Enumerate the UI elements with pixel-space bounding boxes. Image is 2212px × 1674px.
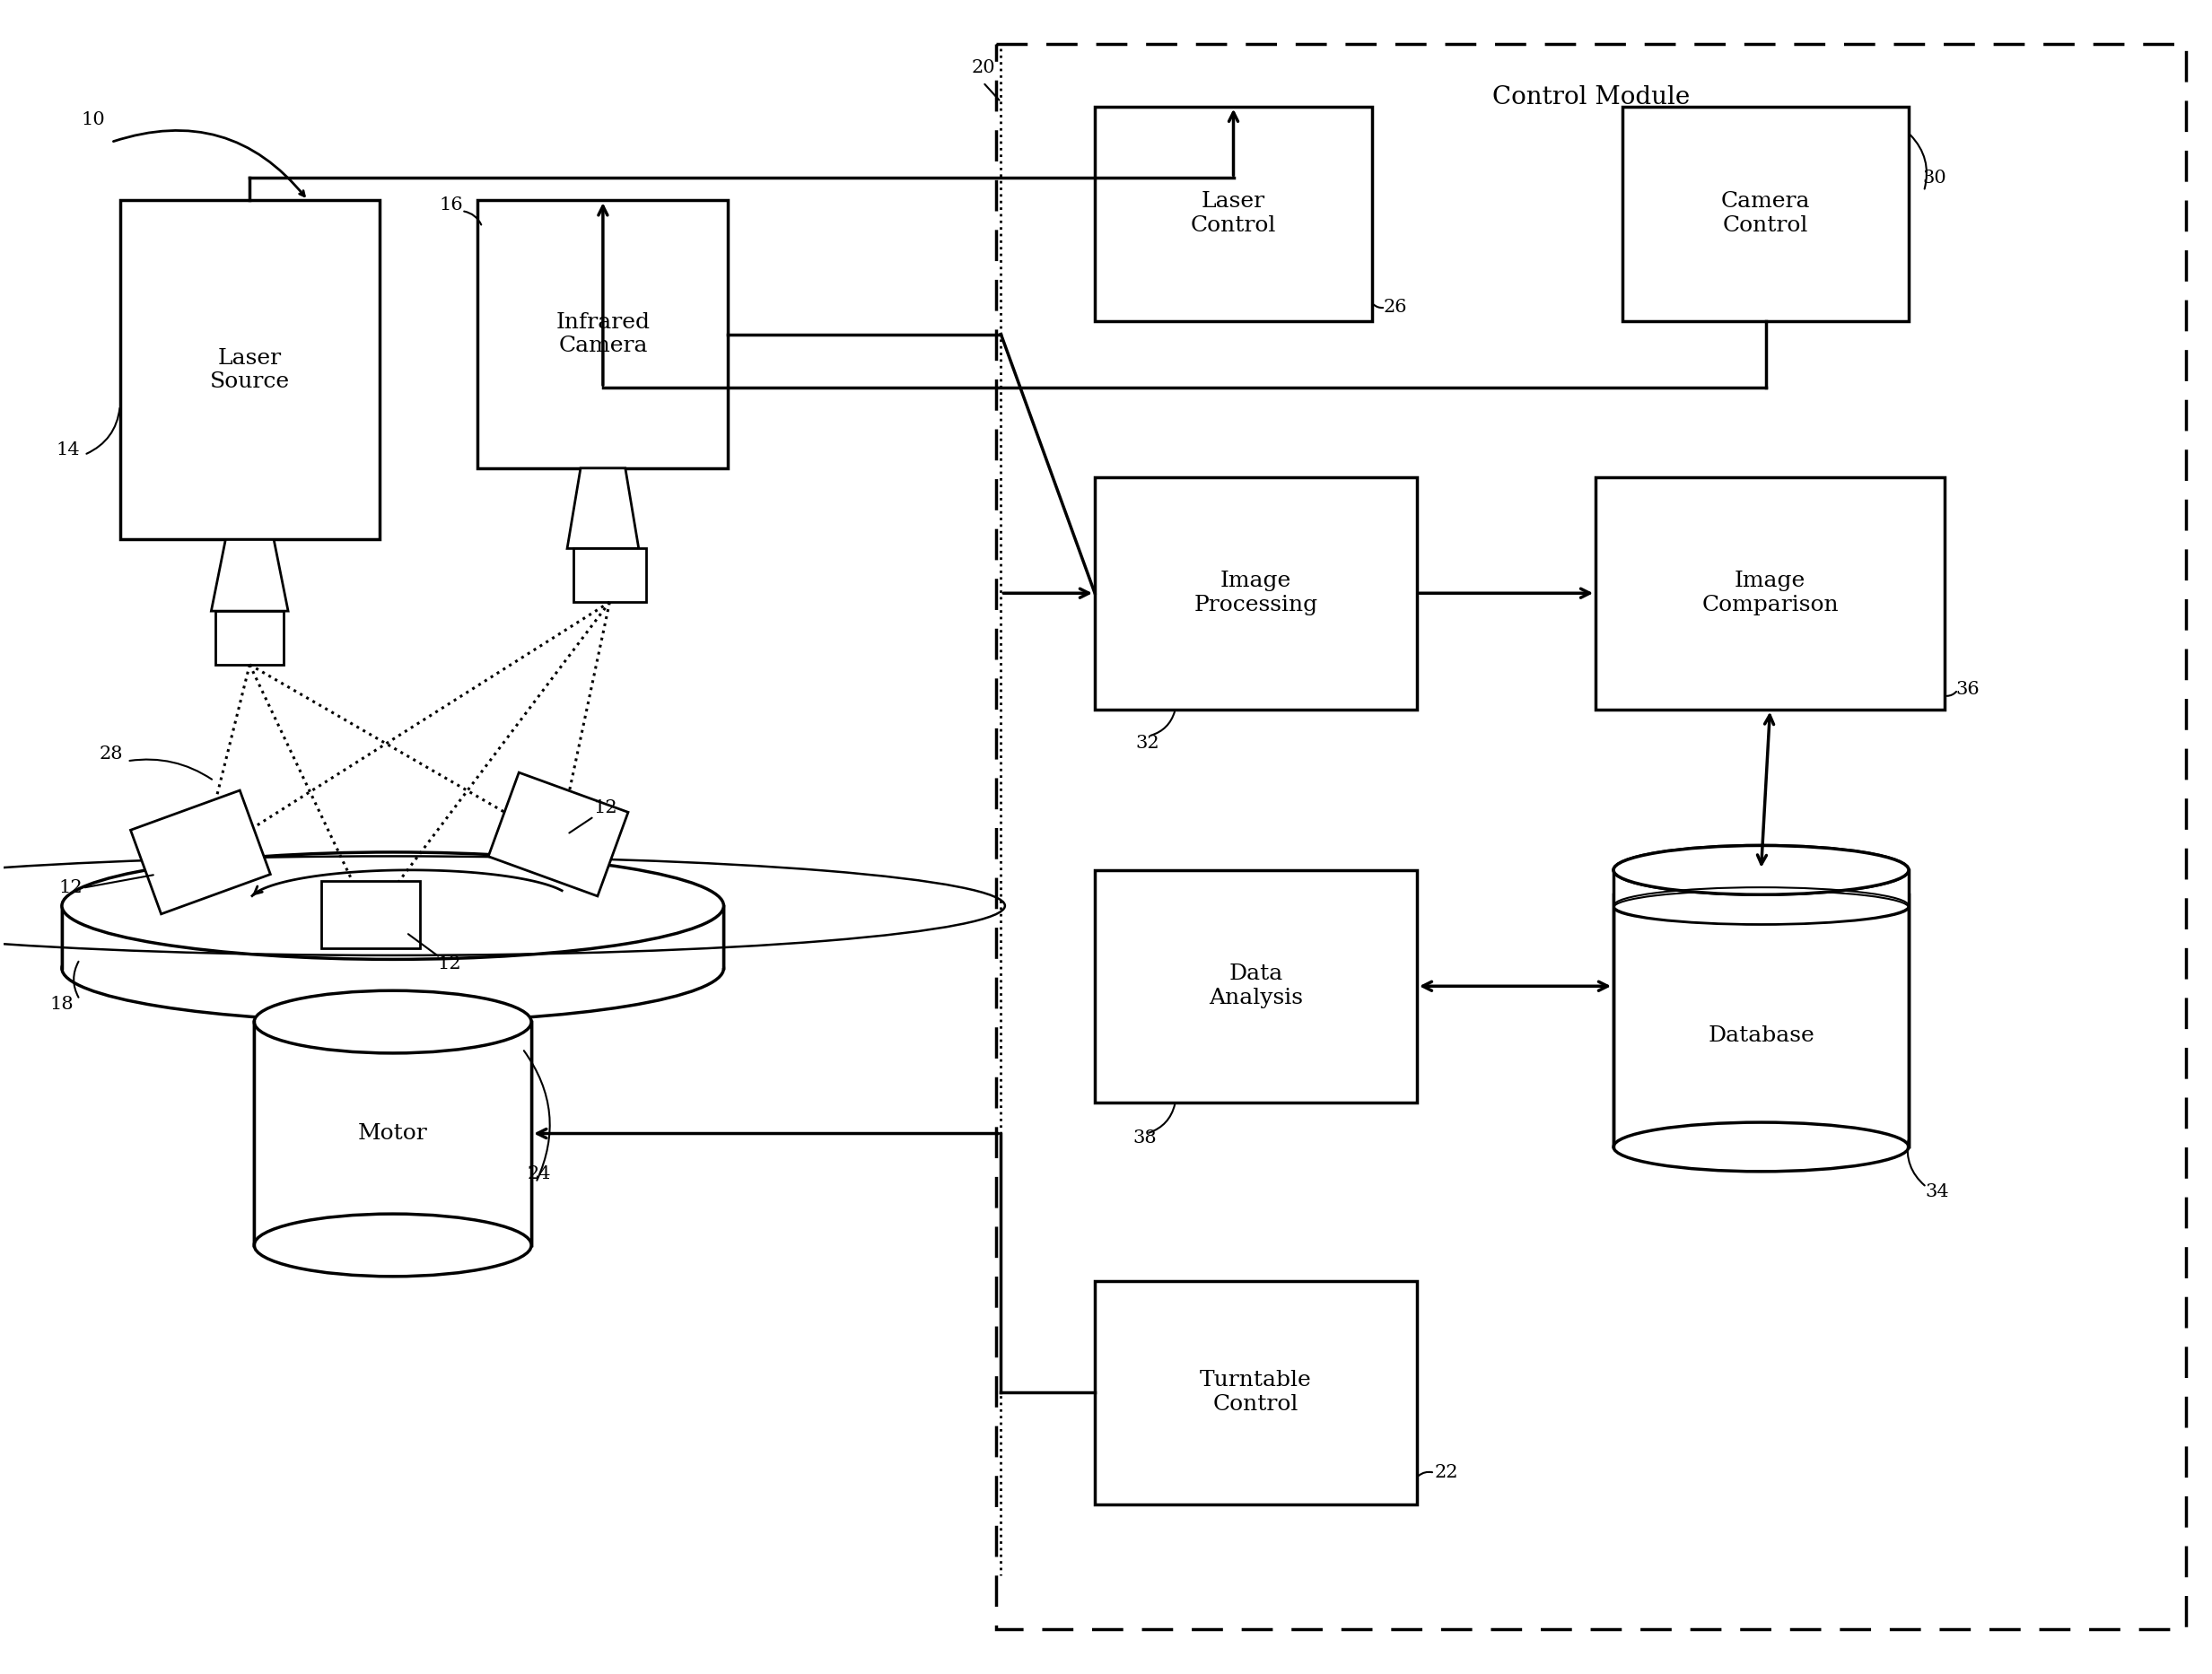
Polygon shape: [217, 611, 283, 665]
Ellipse shape: [1613, 845, 1909, 894]
Bar: [995, 44, 2185, 1629]
Text: 24: 24: [526, 1165, 551, 1182]
Text: Turntable
Control: Turntable Control: [1199, 1371, 1312, 1415]
Text: 32: 32: [1135, 735, 1159, 752]
Text: Image
Comparison: Image Comparison: [1701, 571, 1838, 616]
Ellipse shape: [1613, 845, 1909, 894]
Bar: [1595, 477, 1944, 710]
Text: 34: 34: [1924, 1184, 1949, 1200]
Text: 18: 18: [51, 996, 73, 1013]
Polygon shape: [210, 539, 288, 611]
Polygon shape: [566, 469, 639, 549]
Text: 38: 38: [1133, 1130, 1157, 1147]
Bar: [254, 1021, 531, 1245]
Text: 26: 26: [1385, 300, 1407, 316]
Bar: [1095, 477, 1416, 710]
Text: 20: 20: [971, 60, 995, 77]
Text: 12: 12: [438, 956, 462, 973]
Text: Control Module: Control Module: [1493, 85, 1690, 109]
Polygon shape: [489, 772, 628, 896]
Bar: [1095, 107, 1371, 321]
Text: Database: Database: [1708, 1024, 1814, 1046]
Text: Data
Analysis: Data Analysis: [1208, 964, 1303, 1008]
Text: Laser
Source: Laser Source: [210, 348, 290, 392]
Bar: [1095, 1281, 1416, 1505]
Text: 12: 12: [60, 879, 82, 897]
Bar: [119, 201, 378, 539]
Text: Image
Processing: Image Processing: [1194, 571, 1318, 616]
Text: 10: 10: [82, 110, 106, 129]
Bar: [62, 906, 723, 968]
Bar: [478, 201, 728, 469]
Text: 30: 30: [1922, 169, 1947, 186]
Ellipse shape: [254, 1214, 531, 1276]
Text: Camera
Control: Camera Control: [1721, 191, 1809, 236]
Bar: [1621, 107, 1909, 321]
Ellipse shape: [62, 852, 723, 959]
Text: 12: 12: [595, 798, 617, 815]
Bar: [1095, 870, 1416, 1101]
Text: 22: 22: [1436, 1465, 1458, 1481]
Text: Infrared
Camera: Infrared Camera: [555, 311, 650, 357]
Polygon shape: [573, 549, 646, 603]
Polygon shape: [321, 881, 420, 947]
Ellipse shape: [1613, 1122, 1909, 1172]
Text: 36: 36: [1955, 681, 1980, 698]
Bar: [1613, 894, 1909, 1122]
Text: 16: 16: [438, 196, 462, 213]
Ellipse shape: [62, 914, 723, 1021]
Text: 14: 14: [55, 442, 80, 459]
Text: Motor: Motor: [358, 1123, 427, 1143]
Text: Laser
Control: Laser Control: [1190, 191, 1276, 236]
Bar: [1613, 870, 1909, 907]
Ellipse shape: [254, 991, 531, 1053]
Text: 28: 28: [100, 745, 124, 762]
Polygon shape: [131, 790, 270, 914]
